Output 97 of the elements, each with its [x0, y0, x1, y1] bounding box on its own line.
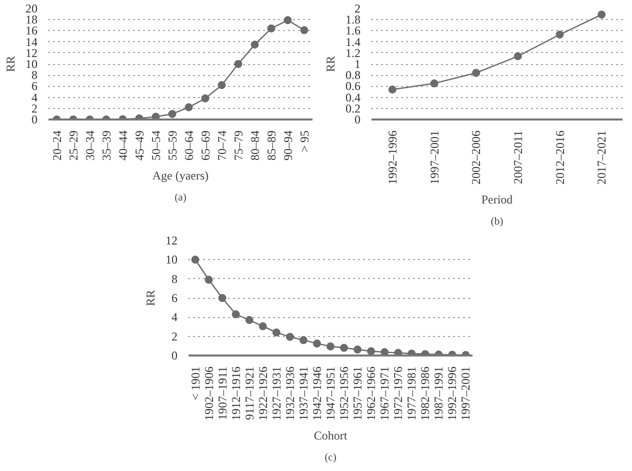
y-tick-label: 8 — [172, 272, 178, 286]
x-tick-label: 80–84 — [248, 130, 262, 160]
point — [312, 340, 321, 348]
y-tick-label: 0 — [32, 112, 38, 126]
x-tick-label: 1912–1916 — [228, 366, 243, 420]
x-tick-label: 1987–1991 — [432, 366, 446, 420]
x-tick-label: 70–74 — [214, 130, 229, 160]
point — [204, 276, 213, 284]
y-tick-label: 2 — [354, 2, 360, 16]
x-tick-label: 1992–1996 — [445, 366, 460, 420]
y-axis-title: RR — [4, 56, 18, 72]
x-tick-label: 40–44 — [116, 130, 130, 160]
x-tick-label: 1982–1986 — [418, 366, 432, 420]
x-tick-label: 2012–2016 — [552, 130, 567, 184]
x-tick-label: 1942–1946 — [310, 366, 324, 420]
point — [245, 316, 254, 324]
text: (c) — [324, 452, 337, 464]
point — [394, 348, 402, 356]
x-tick-label: 1932–1936 — [282, 366, 297, 420]
x-tick-label: 1922–1926 — [256, 366, 270, 420]
point — [354, 346, 362, 354]
x-tick-label: 1997–2001 — [427, 130, 442, 184]
x-tick-label: 1937–1941 — [296, 366, 310, 420]
y-tick-label: 2 — [172, 329, 178, 344]
x-tick-label: 9117–1921 — [242, 366, 256, 420]
point — [472, 68, 480, 77]
x-tick-label: 55–59 — [165, 130, 180, 160]
x-tick-label: 1967–1971 — [378, 366, 392, 420]
point — [272, 328, 280, 336]
x-tick-label: 1907–1911 — [215, 366, 230, 420]
x-tick-label: 2002–2006 — [469, 130, 484, 184]
x-tick-label: < 1901 — [188, 366, 202, 400]
x-tick-label: 1947–1951 — [324, 366, 338, 420]
x-tick-label: 90–94 — [280, 130, 295, 160]
point — [556, 30, 564, 39]
x-tick-label: 75–79 — [231, 130, 246, 160]
x-tick-label: 50–54 — [148, 130, 163, 160]
y-tick-label: 0 — [172, 348, 178, 362]
x-tick-label: 1992–1996 — [385, 130, 400, 184]
point — [191, 256, 200, 264]
point — [258, 322, 267, 330]
point — [286, 332, 294, 341]
x-tick-label: > 95 — [297, 130, 312, 152]
x-tick-label: 60–64 — [182, 130, 196, 160]
x-tick-label: 1972–1976 — [391, 366, 406, 420]
point — [267, 24, 276, 32]
x-tick-label: 1957–1961 — [350, 366, 365, 420]
y-tick-label: 1 — [354, 57, 360, 71]
point — [201, 94, 210, 102]
point — [284, 16, 292, 24]
point — [232, 310, 240, 318]
y-tick-label: 4 — [172, 310, 178, 324]
y-tick-label: 6 — [172, 291, 178, 305]
y-tick-label: 12 — [166, 234, 178, 248]
point — [430, 79, 438, 88]
point — [326, 342, 334, 350]
point — [218, 294, 226, 302]
x-axis-title: Cohort — [314, 428, 348, 442]
point — [300, 26, 308, 34]
x-tick-label: 1997–2001 — [458, 366, 473, 420]
y-tick-label: 0 — [354, 112, 360, 126]
text: (a) — [174, 192, 187, 204]
x-tick-label: 1927–1931 — [269, 366, 284, 420]
point — [152, 112, 160, 120]
x-tick-label: 2007–2011 — [510, 130, 525, 184]
y-tick-label: 10 — [166, 252, 178, 267]
point — [168, 110, 176, 118]
point — [380, 348, 389, 356]
point — [388, 86, 396, 94]
x-tick-label: 45–49 — [132, 130, 146, 160]
x-tick-label: 85–89 — [264, 130, 278, 160]
point — [514, 52, 522, 60]
text: (b) — [490, 216, 504, 228]
x-tick-label: 1962–1966 — [364, 366, 378, 420]
point — [598, 10, 606, 19]
x-tick-label: 30–34 — [82, 130, 97, 160]
y-axis-title: RR — [144, 290, 158, 306]
point — [184, 103, 193, 112]
x-tick-label: 65–69 — [198, 130, 212, 160]
point — [218, 81, 226, 90]
y-tick-label: 20 — [26, 2, 38, 16]
point — [367, 347, 376, 356]
x-tick-label: 1977–1981 — [404, 366, 419, 420]
x-axis-title: Period — [481, 192, 513, 206]
point — [299, 336, 308, 344]
x-tick-label: 1952–1956 — [337, 366, 352, 420]
y-axis-title: RR — [324, 56, 338, 72]
point — [340, 344, 348, 352]
point — [250, 40, 259, 49]
x-tick-label: 35–39 — [99, 130, 114, 160]
x-tick-label: 1902–1906 — [202, 366, 216, 420]
x-tick-label: 2017–2021 — [594, 130, 609, 184]
x-axis-title: Age (yaers) — [152, 168, 209, 182]
x-tick-label: 25–29 — [66, 130, 80, 160]
point — [234, 60, 242, 68]
y-tick-label: 10 — [26, 57, 38, 71]
x-tick-label: 20–24 — [50, 130, 64, 160]
